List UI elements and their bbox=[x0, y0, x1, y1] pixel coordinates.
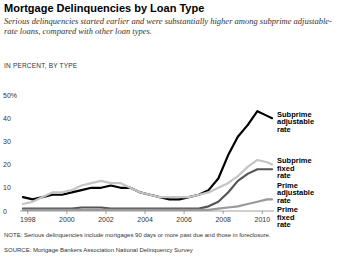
chart-subtitle: Serious delinquencies started earlier an… bbox=[4, 17, 344, 36]
series-line bbox=[23, 199, 272, 209]
series-label-line: rate bbox=[277, 220, 291, 229]
y-axis-label: IN PERCENT, BY TYPE bbox=[4, 62, 77, 69]
series-line bbox=[23, 169, 272, 208]
chart-title: Mortgage Delinquencies by Loan Type bbox=[4, 2, 204, 14]
y-tick-label: 20 bbox=[3, 161, 11, 168]
x-tick-label: 2010 bbox=[254, 216, 270, 223]
x-tick bbox=[66, 211, 67, 214]
chart-svg: 0 10 20 30 40 50% 1998 2000 2002 2004 2006 2008 2010… bbox=[0, 0, 350, 263]
chart-source: SOURCE: Mortgage Bankers Association Nat… bbox=[4, 247, 344, 255]
x-tick bbox=[262, 211, 263, 214]
chart-note: NOTE: Serious delinquencies include mort… bbox=[4, 232, 344, 240]
y-tick-label: 30 bbox=[3, 138, 11, 145]
series-label: Primefixedrate bbox=[277, 205, 298, 229]
y-tick-label: 40 bbox=[3, 115, 11, 122]
series-line bbox=[23, 160, 272, 204]
y-tick-label: 10 bbox=[3, 184, 11, 191]
y-tick-label: 50% bbox=[3, 92, 17, 99]
x-tick bbox=[223, 211, 224, 214]
x-tick bbox=[105, 211, 106, 214]
x-tick bbox=[184, 211, 185, 214]
series-label-line: rate bbox=[277, 125, 291, 134]
lines-group bbox=[23, 111, 272, 210]
series-label: Subprimefixedrate bbox=[277, 156, 312, 180]
x-tick-label: 2000 bbox=[59, 216, 75, 223]
series-label-line: rate bbox=[277, 171, 291, 180]
x-tick bbox=[145, 211, 146, 214]
x-tick-label: 2006 bbox=[176, 216, 192, 223]
series-label: Subprimeadjustablerate bbox=[277, 110, 314, 134]
x-tick-label: 2008 bbox=[215, 216, 231, 223]
x-tick bbox=[27, 211, 28, 214]
x-tick-label: 2002 bbox=[98, 216, 114, 223]
x-tick-label: 2004 bbox=[137, 216, 153, 223]
x-tick-label: 1998 bbox=[20, 216, 36, 223]
series-label: Primeadjustablerate bbox=[277, 181, 314, 205]
series-label-line: rate bbox=[277, 196, 291, 205]
y-tick-label: 0 bbox=[3, 208, 7, 215]
